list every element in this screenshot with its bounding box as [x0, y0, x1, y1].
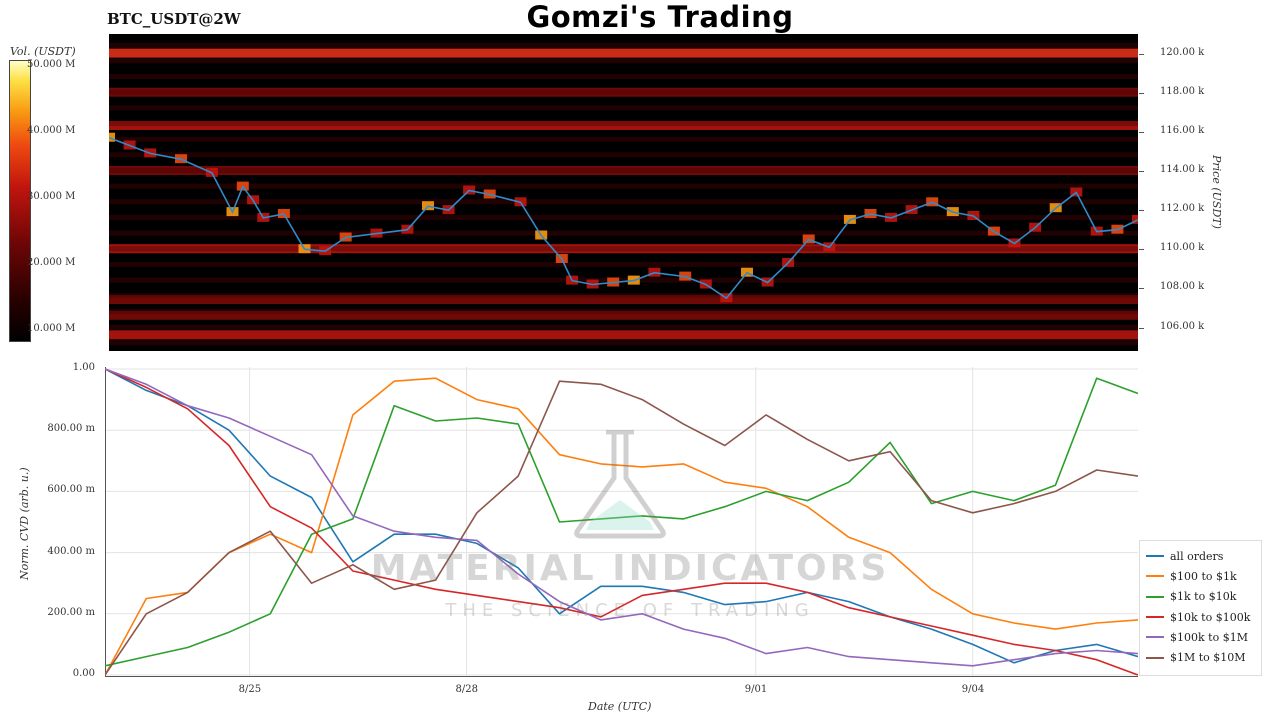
symbol-label: BTC_USDT@2W — [107, 10, 241, 28]
cvd-x-axis-label: Date (UTC) — [588, 700, 652, 713]
legend-swatch — [1146, 656, 1164, 659]
price-axis-label: Price (USDT) — [1210, 155, 1223, 229]
cvd-chart[interactable] — [105, 367, 1138, 677]
cvd-x-tick-label: 8/28 — [455, 684, 479, 695]
legend-label: $100 to $1k — [1170, 569, 1237, 583]
liquidity-band — [109, 244, 1138, 254]
price-tick-mark — [1139, 288, 1144, 290]
colorbar-tick: 40.000 M — [27, 125, 76, 136]
background-band — [109, 324, 1138, 330]
legend-label: $1k to $10k — [1170, 590, 1237, 604]
background-band — [109, 230, 1138, 236]
legend-item[interactable]: $100 to $1k — [1146, 566, 1255, 586]
legend-item[interactable]: $100k to $1M — [1146, 627, 1255, 647]
legend-swatch — [1146, 595, 1164, 598]
colorbar-tick: 50.000 M — [27, 59, 76, 70]
price-tick-label: 114.00 k — [1160, 163, 1205, 175]
liquidity-band — [109, 166, 1138, 175]
price-tick-mark — [1139, 92, 1144, 94]
legend-label: $1M to $10M — [1170, 651, 1246, 665]
price-line — [109, 136, 1138, 300]
price-tick-mark — [1139, 53, 1144, 55]
cvd-series-line — [105, 368, 1138, 667]
background-band — [109, 74, 1138, 79]
background-band — [109, 277, 1138, 283]
legend-item[interactable]: $10k to $100k — [1146, 607, 1255, 627]
cvd-y-tick-label: 600.00 m — [47, 484, 95, 496]
price-tick-mark — [1139, 131, 1144, 133]
legend-item[interactable]: $1k to $10k — [1146, 587, 1255, 607]
cvd-x-tick-label: 9/04 — [961, 684, 985, 695]
liquidity-band — [109, 295, 1138, 305]
legend-label: $100k to $1M — [1170, 630, 1248, 644]
background-band — [109, 105, 1138, 111]
cvd-y-axis-label: Norm. CVD (arb. u.) — [18, 467, 31, 580]
legend-item[interactable]: all orders — [1146, 546, 1255, 566]
legend-swatch — [1146, 616, 1164, 619]
background-band — [109, 58, 1138, 64]
cvd-y-tick-label: 800.00 m — [47, 423, 95, 435]
liquidity-band — [109, 330, 1138, 340]
background-band — [109, 293, 1138, 299]
legend-swatch — [1146, 575, 1164, 578]
background-band — [109, 168, 1138, 173]
legend-label: all orders — [1170, 549, 1224, 563]
background-band — [109, 199, 1138, 205]
price-tick-label: 108.00 k — [1160, 281, 1205, 293]
background-band — [109, 183, 1138, 189]
heatmap-plot — [109, 42, 1138, 346]
heat-cell — [1132, 214, 1138, 224]
background-band — [109, 121, 1138, 126]
price-tick-label: 116.00 k — [1160, 124, 1205, 136]
liquidity-band — [109, 48, 1138, 58]
price-tick-mark — [1139, 327, 1144, 329]
cvd-series-line — [105, 368, 1138, 676]
price-tick-label: 112.00 k — [1160, 203, 1205, 215]
liquidity-band — [109, 87, 1138, 97]
colorbar-tick: 10.000 M — [27, 323, 76, 334]
heat-cell — [109, 132, 115, 142]
cvd-y-tick-label: 0.00 — [72, 668, 95, 679]
cvd-y-tick-label: 400.00 m — [47, 545, 95, 557]
cvd-series-line — [105, 377, 1138, 676]
background-band — [109, 214, 1138, 220]
background-band — [109, 89, 1138, 95]
price-tick-label: 120.00 k — [1160, 46, 1205, 58]
orderbook-heatmap[interactable] — [109, 34, 1138, 351]
colorbar-tick: 20.000 M — [27, 257, 76, 268]
price-tick-label: 110.00 k — [1160, 242, 1205, 254]
legend-swatch — [1146, 636, 1164, 639]
cvd-x-tick-label: 8/25 — [238, 684, 262, 695]
legend-label: $10k to $100k — [1170, 610, 1251, 624]
cvd-series-line — [105, 368, 1138, 664]
price-tick-label: 118.00 k — [1160, 85, 1205, 97]
volume-colorbar — [9, 60, 31, 342]
background-band — [109, 261, 1138, 267]
liquidity-band — [109, 121, 1138, 130]
price-tick-label: 106.00 k — [1160, 320, 1205, 332]
colorbar-label: Vol. (USDT) — [10, 45, 76, 58]
legend-item[interactable]: $1M to $10M — [1146, 647, 1255, 667]
background-band — [109, 308, 1138, 314]
background-band — [109, 136, 1138, 142]
cvd-series-line — [105, 380, 1138, 676]
background-band — [109, 152, 1138, 158]
legend-swatch — [1146, 555, 1164, 558]
colorbar-tick: 30.000 M — [27, 191, 76, 202]
cvd-series-line — [105, 377, 1138, 667]
background-band — [109, 246, 1138, 252]
price-tick-mark — [1139, 170, 1144, 172]
cvd-plot — [105, 367, 1138, 677]
cvd-legend: all orders $100 to $1k $1k to $10k $10k to … — [1139, 540, 1262, 676]
background-band — [109, 340, 1138, 346]
price-tick-mark — [1139, 210, 1144, 212]
cvd-x-tick-label: 9/01 — [744, 684, 768, 695]
background-band — [109, 42, 1138, 48]
price-tick-mark — [1139, 249, 1144, 251]
cvd-y-tick-label: 200.00 m — [47, 606, 95, 618]
cvd-y-tick-label: 1.00 — [72, 362, 95, 373]
liquidity-band — [109, 310, 1138, 320]
